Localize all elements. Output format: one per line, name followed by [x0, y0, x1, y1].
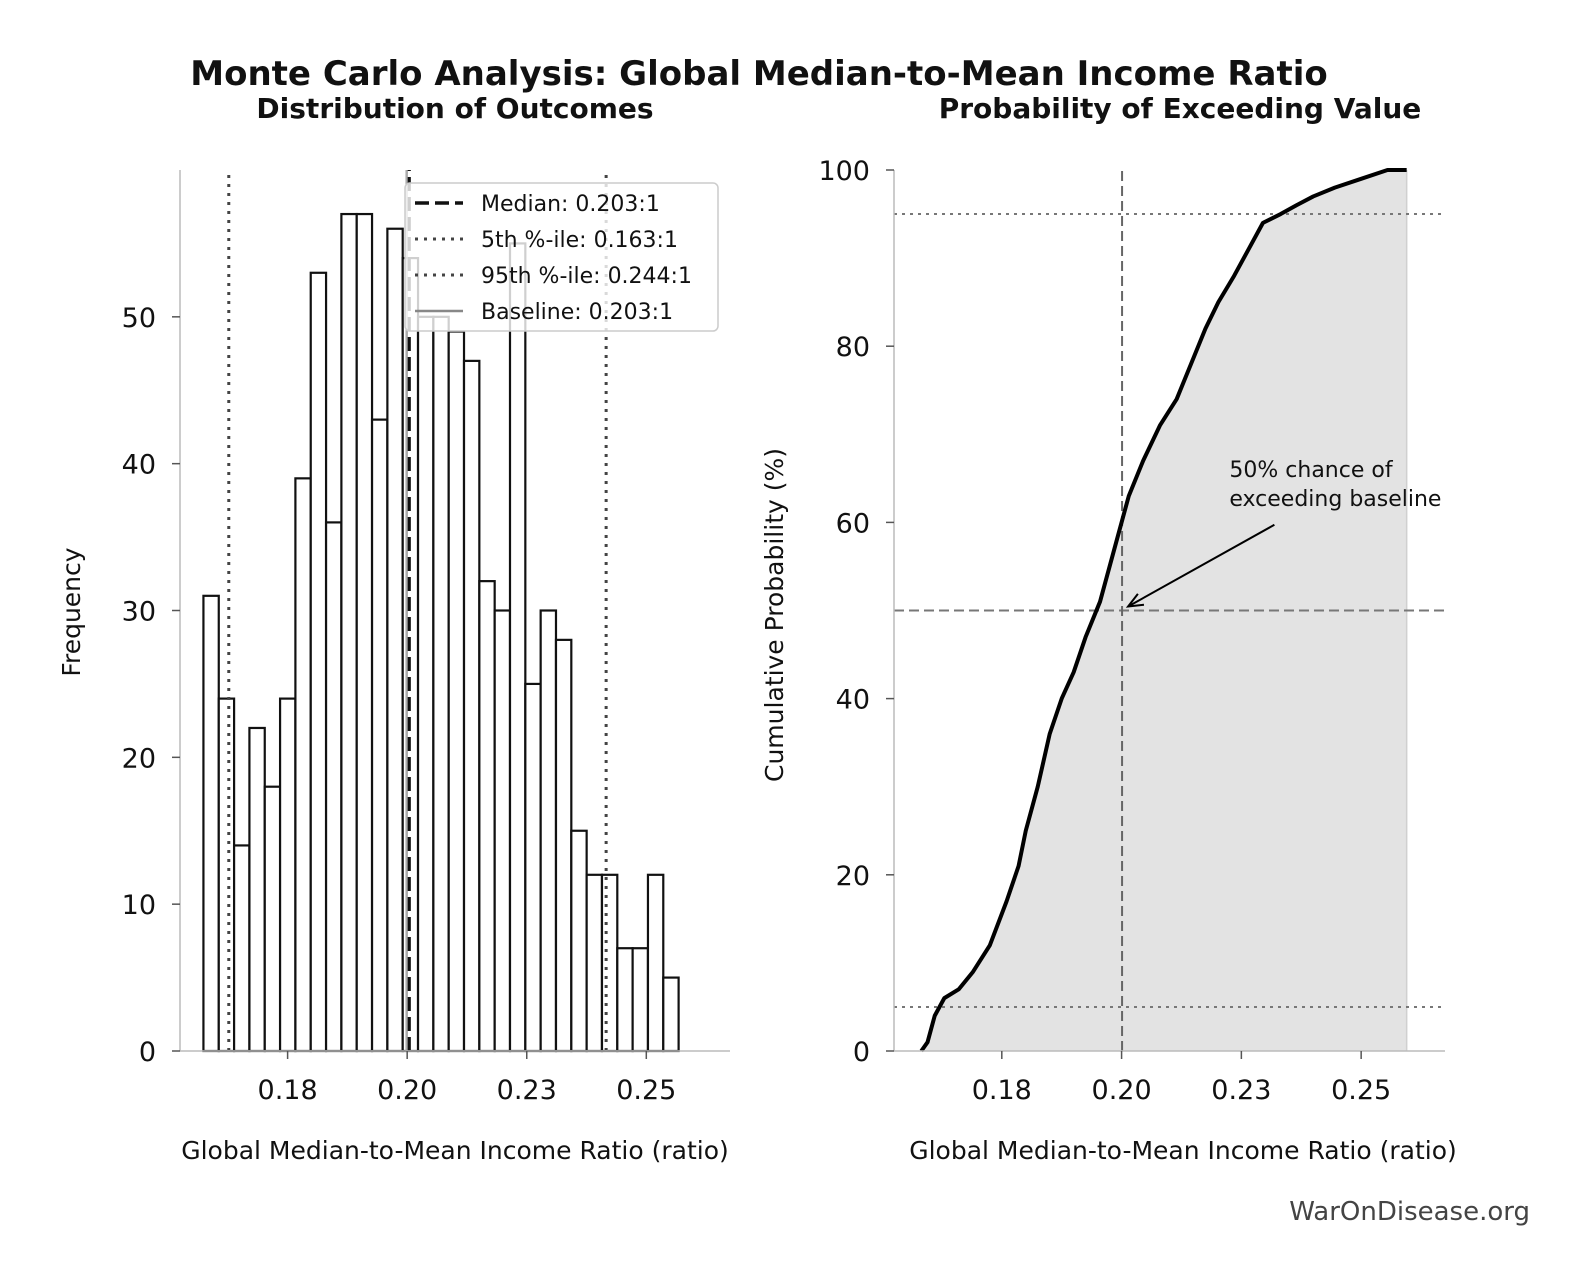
- histogram-bar: [616, 947, 634, 1053]
- x-tick-label: 0.23: [497, 1075, 557, 1106]
- histogram-bar: [447, 330, 466, 1053]
- cdf-ylabel: Cumulative Probability (%): [760, 448, 789, 782]
- histogram-bar: [202, 594, 220, 1053]
- x-tick-label: 0.18: [258, 1075, 318, 1106]
- histogram-bar: [263, 785, 282, 1053]
- histogram-axes: 0 10 20 30 40 50 0.18 0.20 0.23 0.25: [122, 170, 730, 1106]
- histogram-bar: [370, 418, 389, 1053]
- legend: Median: 0.203:1 5th %-ile: 0.163:1 95th %-…: [404, 182, 719, 332]
- x-tick-label: 0.20: [1092, 1075, 1152, 1106]
- histogram-ylabel: Frequency: [57, 547, 86, 676]
- legend-label: 5th %-ile: 0.163:1: [481, 228, 678, 253]
- histogram-bar: [324, 521, 343, 1053]
- histogram-bar: [646, 873, 665, 1053]
- histogram-bar: [554, 638, 573, 1053]
- y-tick-label: 60: [836, 508, 870, 539]
- histogram-bar: [570, 829, 588, 1053]
- x-tick-label: 0.23: [1211, 1075, 1271, 1106]
- figure-title: Monte Carlo Analysis: Global Median-to-M…: [190, 54, 1327, 94]
- x-tick-label: 0.25: [1331, 1075, 1391, 1106]
- histogram-bar: [600, 873, 619, 1053]
- histogram-bar: [585, 873, 604, 1053]
- legend-label: Baseline: 0.203:1: [481, 300, 673, 325]
- y-tick-label: 0: [853, 1037, 870, 1068]
- cdf-panel: Probability of Exceeding Value 50% chanc…: [760, 92, 1457, 1165]
- histogram-bar: [662, 976, 680, 1053]
- histogram-bar: [340, 212, 358, 1053]
- histogram-xlabel: Global Median-to-Mean Income Ratio (rati…: [181, 1136, 729, 1165]
- histogram-bar: [416, 315, 435, 1053]
- annotation-text: 50% chance of: [1229, 458, 1393, 483]
- histogram-bar: [462, 359, 481, 1053]
- histogram-bar: [386, 227, 404, 1053]
- cdf-axes: 0 20 40 60 80 100 0.18 0.20 0.23 0.25: [818, 156, 1445, 1106]
- histogram-bar: [508, 242, 527, 1053]
- legend-box: [404, 182, 719, 332]
- histogram-bar: [493, 609, 512, 1053]
- histogram-bar: [294, 477, 312, 1053]
- legend-label: 95th %-ile: 0.244:1: [481, 264, 692, 289]
- y-tick-label: 50: [122, 303, 156, 334]
- y-tick-label: 30: [122, 597, 156, 628]
- cdf-plot: 50% chance of exceeding baseline: [894, 168, 1445, 1053]
- histogram-bar: [539, 609, 558, 1053]
- y-tick-label: 40: [836, 685, 870, 716]
- annotation-arrow: [1127, 523, 1275, 608]
- histogram-bar: [248, 726, 266, 1053]
- annotation-text: exceeding baseline: [1229, 487, 1441, 512]
- histogram-bar: [524, 682, 542, 1053]
- cdf-title: Probability of Exceeding Value: [939, 92, 1422, 125]
- histogram-title: Distribution of Outcomes: [256, 92, 653, 125]
- x-tick-label: 0.20: [377, 1075, 437, 1106]
- cdf-line: [919, 168, 1407, 1053]
- histogram-bar: [631, 947, 650, 1053]
- legend-label: Median: 0.203:1: [481, 192, 660, 217]
- histogram-bar: [278, 697, 297, 1053]
- y-tick-label: 20: [122, 743, 156, 774]
- histogram-bar: [232, 844, 251, 1053]
- y-tick-label: 40: [122, 450, 156, 481]
- x-tick-label: 0.25: [616, 1075, 676, 1106]
- histogram-bar: [478, 580, 496, 1053]
- cdf-xlabel: Global Median-to-Mean Income Ratio (rati…: [909, 1136, 1457, 1165]
- y-tick-label: 80: [836, 332, 870, 363]
- annotation-arrowhead: [1125, 593, 1145, 608]
- histogram-bar: [217, 697, 236, 1053]
- cdf-area: [921, 170, 1407, 1051]
- histogram-panel: Distribution of Outcomes 0 10 20 30 40 50 0.18…: [57, 92, 730, 1165]
- watermark: WarOnDisease.org: [1289, 1197, 1530, 1227]
- y-tick-label: 100: [818, 156, 870, 187]
- x-tick-label: 0.18: [972, 1075, 1032, 1106]
- y-tick-label: 10: [122, 890, 156, 921]
- y-tick-label: 0: [139, 1037, 156, 1068]
- y-tick-label: 20: [836, 861, 870, 892]
- histogram-bar: [432, 315, 450, 1053]
- histogram-bar: [355, 212, 374, 1053]
- histogram-bar: [309, 271, 328, 1053]
